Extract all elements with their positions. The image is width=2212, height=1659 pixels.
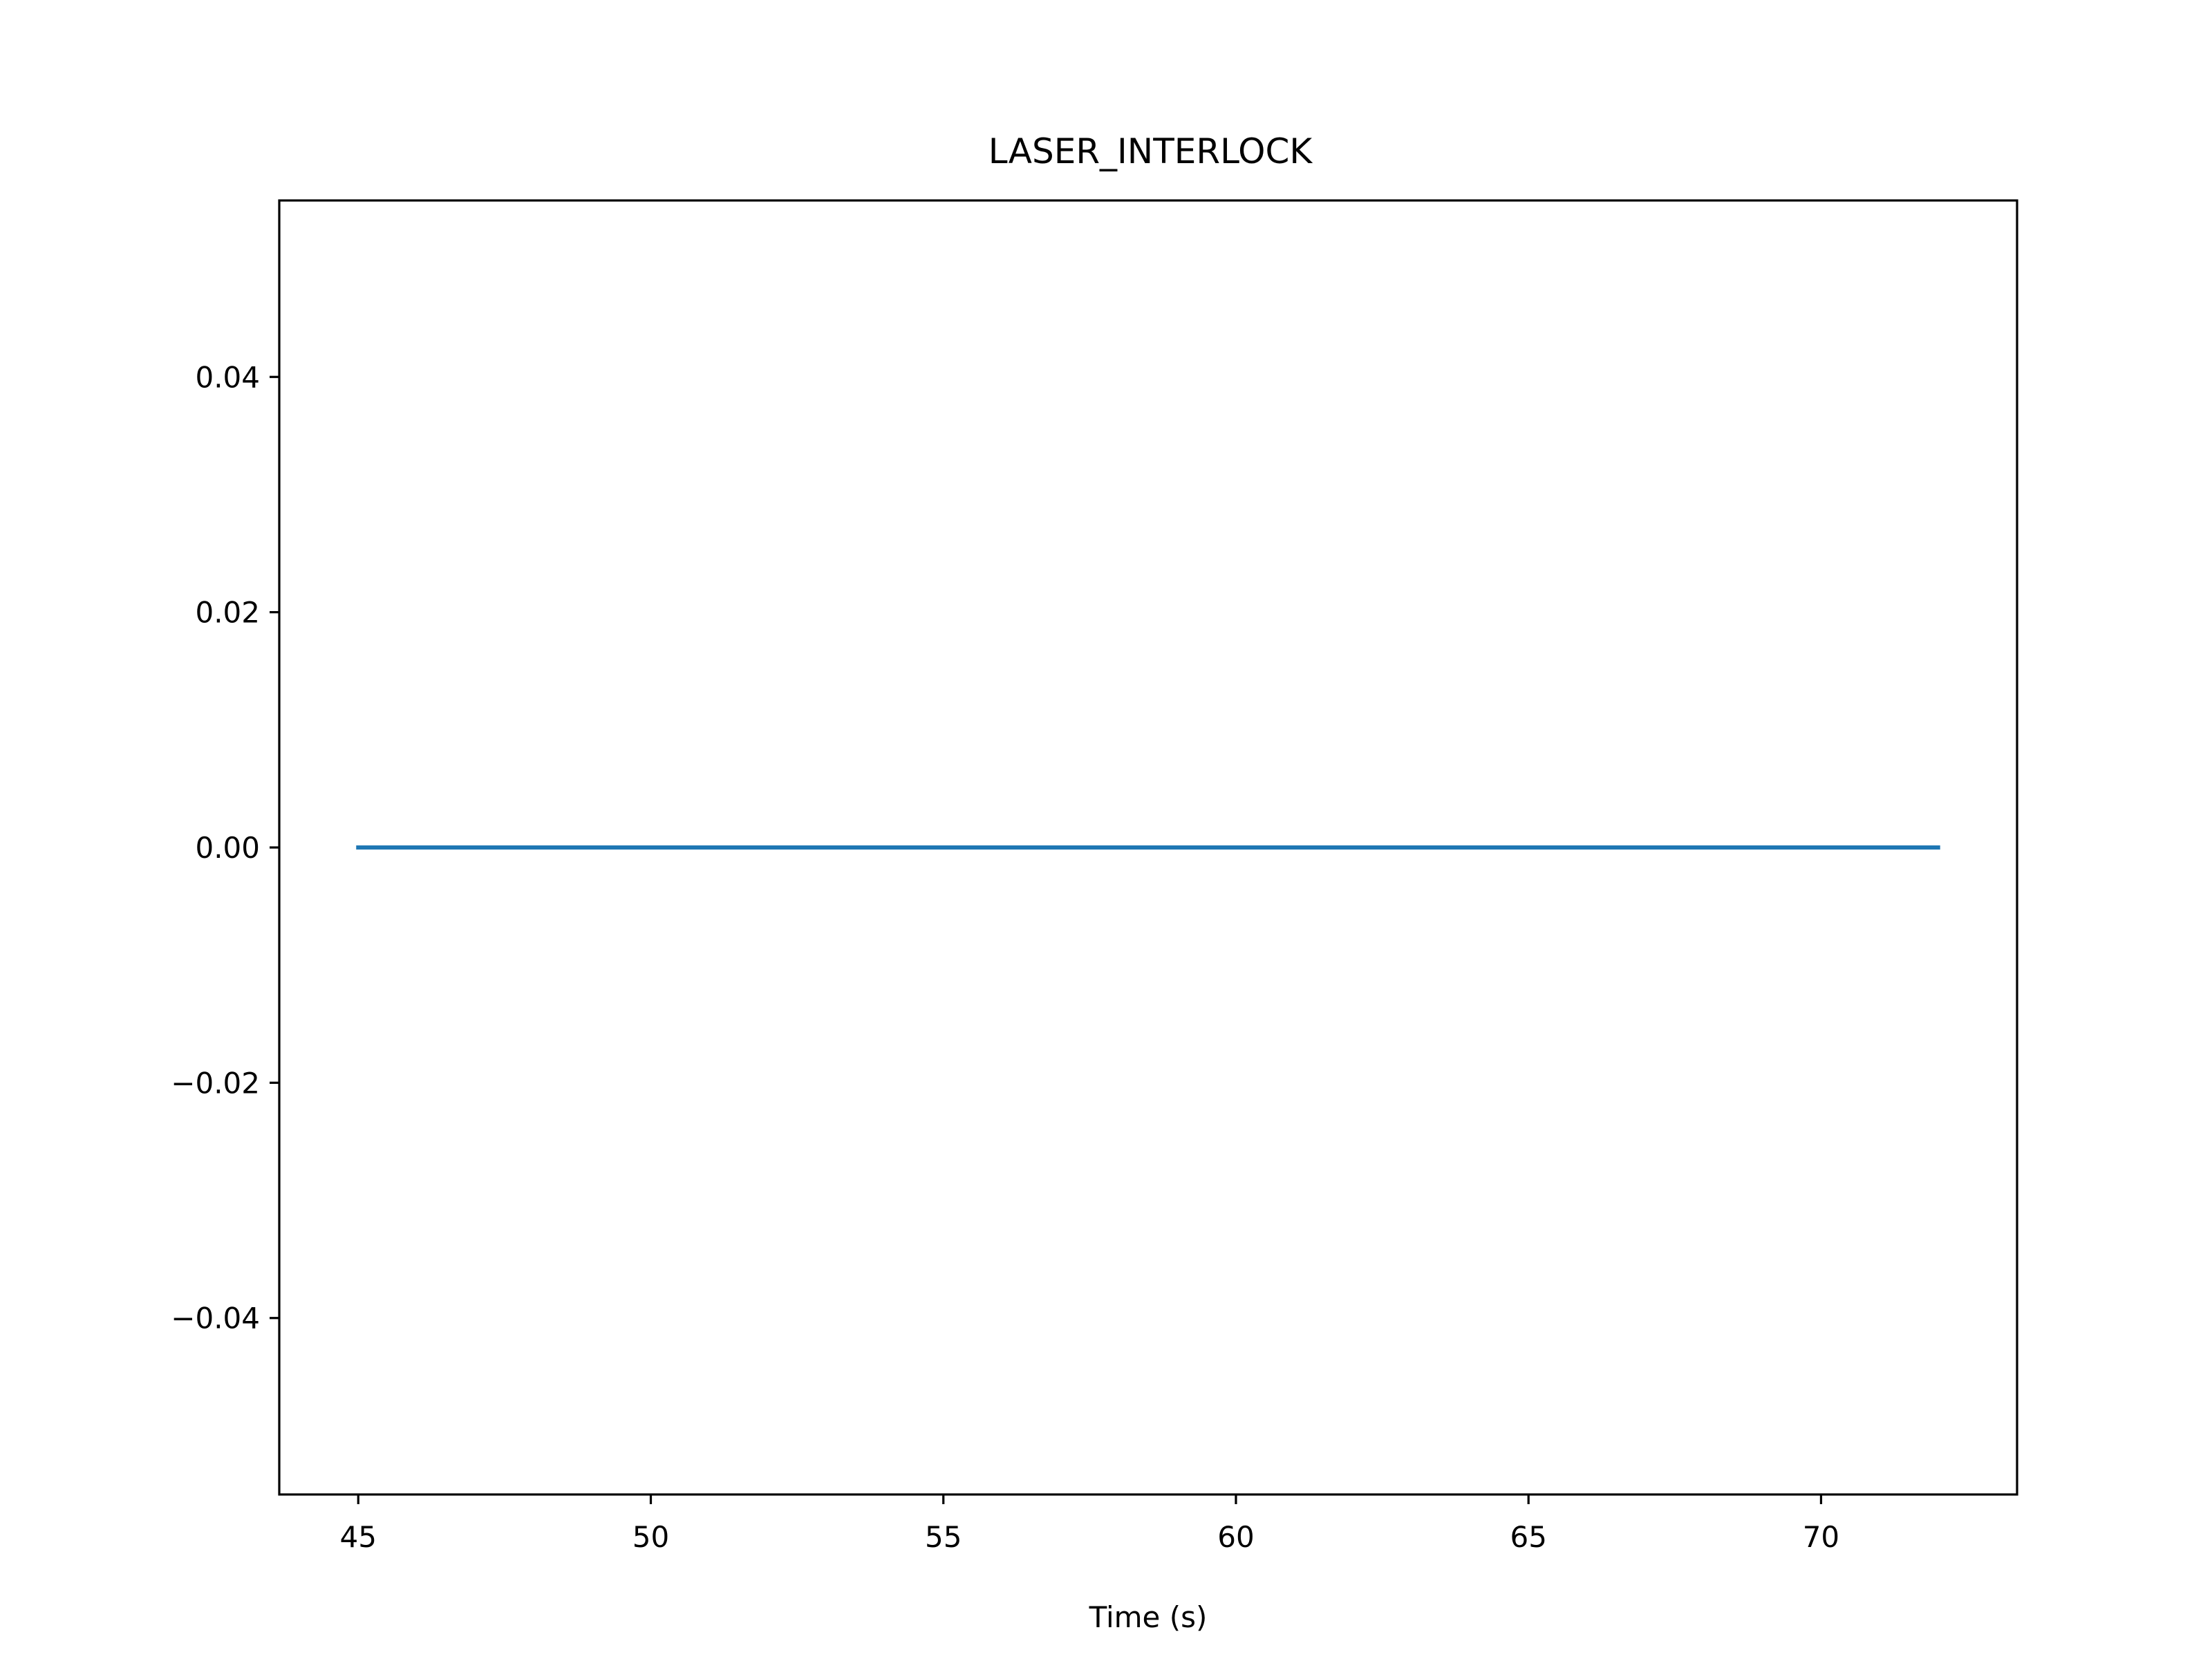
y-axis-ticks: −0.04 −0.02 0.00 0.02 0.04 bbox=[171, 360, 279, 1335]
plot-area-frame bbox=[278, 199, 2018, 1496]
x-tick-label: 70 bbox=[1803, 1520, 1839, 1554]
y-tick-label: −0.02 bbox=[171, 1066, 260, 1100]
y-tick-label: 0.00 bbox=[195, 831, 260, 865]
y-tick-label: 0.02 bbox=[195, 596, 260, 630]
x-axis-ticks: 45 50 55 60 65 70 bbox=[340, 1494, 1839, 1554]
x-axis-label: Time (s) bbox=[1089, 1600, 1208, 1634]
y-tick-label: 0.04 bbox=[195, 360, 260, 394]
x-tick-label: 55 bbox=[925, 1520, 962, 1554]
chart-title: LASER_INTERLOCK bbox=[988, 131, 1313, 171]
x-tick-label: 60 bbox=[1217, 1520, 1254, 1554]
y-tick-label: −0.04 bbox=[171, 1302, 260, 1335]
x-tick-label: 45 bbox=[340, 1520, 377, 1554]
x-tick-label: 50 bbox=[632, 1520, 669, 1554]
x-tick-label: 65 bbox=[1510, 1520, 1546, 1554]
